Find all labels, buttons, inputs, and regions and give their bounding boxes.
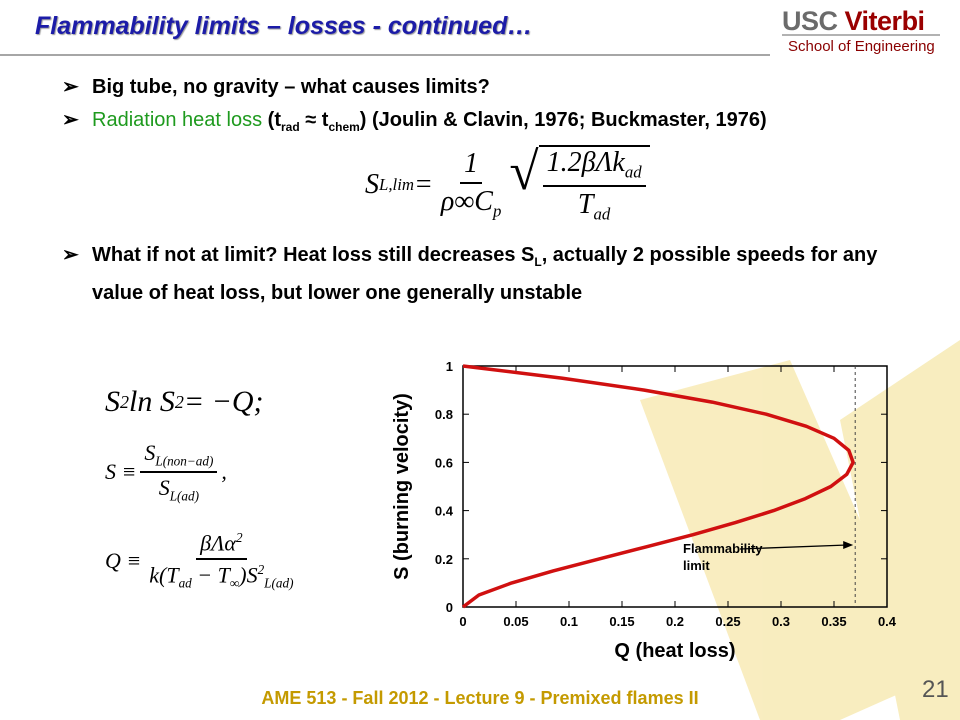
y-tick-label: 0.6 (435, 455, 453, 470)
logo-viterbi: Viterbi (844, 6, 926, 36)
text-run: 2 (257, 562, 265, 578)
page-number: 21 (922, 676, 949, 703)
logo-school: School of Engineering (788, 38, 935, 55)
annotation-arrow (739, 544, 848, 550)
text-run: p (492, 201, 502, 221)
text-run: ad (624, 162, 642, 182)
x-tick-label: 0.2 (666, 614, 684, 629)
fraction: βΛα2 k(Tad − T∞)S2L(ad) (145, 530, 297, 592)
fraction: 1.2βΛkad Tad (542, 147, 646, 225)
text-run: S (158, 475, 170, 501)
text-run: βΛα (200, 530, 236, 556)
y-tick-label: 0 (446, 600, 453, 615)
x-tick-label: 0.3 (772, 614, 790, 629)
numerator: SL(non−ad) (140, 440, 218, 474)
logo: USC Viterbi (782, 6, 925, 37)
text-run: 2 (174, 391, 184, 412)
plot: 0 0.05 0.1 0.15 0.2 0.25 0.3 0.35 0.4 0 0.2 0.4 0.6 0… (391, 359, 897, 662)
annotation-arrowhead (843, 541, 854, 549)
text-run: ∞ (229, 576, 240, 592)
y-tick-label: 1 (446, 359, 453, 374)
denominator: k(Tad − T∞)S2L(ad) (145, 560, 297, 592)
text-run: S (144, 440, 156, 465)
text-run: 1.2βΛk (546, 147, 625, 178)
text-run: Big tube, no gravity – what causes limit… (92, 76, 490, 98)
radicand: 1.2βΛkad Tad (538, 145, 650, 225)
text-run: L(non−ad) (155, 453, 214, 469)
equation: Q ≡ βΛα2 k(Tad − T∞)S2L(ad) (105, 530, 301, 592)
text-run: (t (262, 109, 281, 131)
square-root: √ 1.2βΛkad Tad (509, 142, 650, 225)
logo-usc: USC (782, 6, 838, 36)
radical-sign: √ (509, 142, 539, 201)
text-run: 1 (464, 147, 479, 179)
bullet: Radiation heat loss (trad ≈ tchem) (Joul… (62, 105, 882, 143)
y-tick-label: 0.2 (435, 552, 453, 567)
bullet: What if not at limit? Heat loss still de… (62, 240, 882, 309)
equation: S ≡ SL(non−ad) SL(ad), (105, 440, 227, 505)
text-run: ≈ t (299, 109, 329, 131)
background-v (640, 340, 960, 720)
x-tick-label: 0.25 (715, 614, 740, 629)
text-run: ρ∞C (440, 185, 493, 217)
text-run: S (365, 168, 379, 200)
text-run: S (105, 385, 120, 418)
denominator: SL(ad) (155, 473, 203, 504)
text-run: = (413, 168, 433, 200)
text-run: Radiation heat loss (92, 109, 263, 131)
annotation: Flammability limit (683, 541, 763, 573)
x-tick-label: 0.1 (560, 614, 578, 629)
denominator: Tad (574, 187, 614, 225)
text-run: Q ≡ (105, 548, 142, 574)
bullet: Big tube, no gravity – what causes limit… (62, 72, 882, 103)
text-run: , actually 2 possible speeds for any val… (92, 244, 878, 304)
text-run: ) (Joulin & Clavin, 1976; Buckmaster, 19… (359, 109, 767, 131)
text-run: rad (281, 120, 300, 134)
x-tick-label: 0.05 (503, 614, 528, 629)
text-run: L(ad) (264, 576, 294, 592)
text-run: 2 (235, 530, 243, 545)
footer: AME 513 - Fall 2012 - Lecture 9 - Premix… (261, 688, 699, 708)
x-tick-label: 0.15 (609, 614, 634, 629)
text-run: L (534, 255, 542, 269)
text-run: , (221, 459, 227, 485)
x-tick-label: 0.35 (821, 614, 846, 629)
x-tick-label: 0.4 (878, 614, 897, 629)
slide-title: Flammability limits – losses - continued… (35, 12, 533, 40)
y-tick-label: 0.8 (435, 407, 453, 422)
x-axis-label: Q (heat loss) (614, 640, 735, 662)
fraction: SL(non−ad) SL(ad) (140, 440, 218, 505)
text-run: What if not at limit? Heat loss still de… (92, 244, 535, 266)
numerator: 1 (460, 147, 483, 184)
text-run: L,lim (379, 174, 414, 194)
fraction: 1 ρ∞Cp (437, 148, 505, 222)
text-run: ad (593, 204, 611, 224)
text-run: L(ad) (169, 488, 200, 504)
text-run: T (577, 188, 594, 220)
text-run: S ≡ (105, 459, 137, 485)
text-run: = −Q; (183, 385, 264, 418)
text-run: )S (239, 562, 258, 588)
text-run: ad (178, 576, 192, 592)
numerator: 1.2βΛkad (542, 147, 646, 187)
denominator: ρ∞Cp (437, 184, 505, 222)
v-stroke (640, 360, 930, 720)
v-stroke (840, 340, 960, 720)
y-tick-label: 0.4 (435, 504, 454, 519)
text-run: ln S (129, 385, 175, 418)
text-run: − T (191, 562, 230, 588)
text-run: chem (328, 120, 360, 134)
numerator: βΛα2 (196, 530, 247, 561)
equation: S L,lim = 1 ρ∞Cp √ 1.2βΛkad Tad (365, 145, 650, 224)
y-axis-label: S (burning velocity) (391, 393, 413, 580)
text-run: 2 (120, 391, 129, 412)
x-tick-label: 0 (459, 614, 466, 629)
text-run: k(T (149, 562, 179, 588)
curve (461, 364, 855, 609)
